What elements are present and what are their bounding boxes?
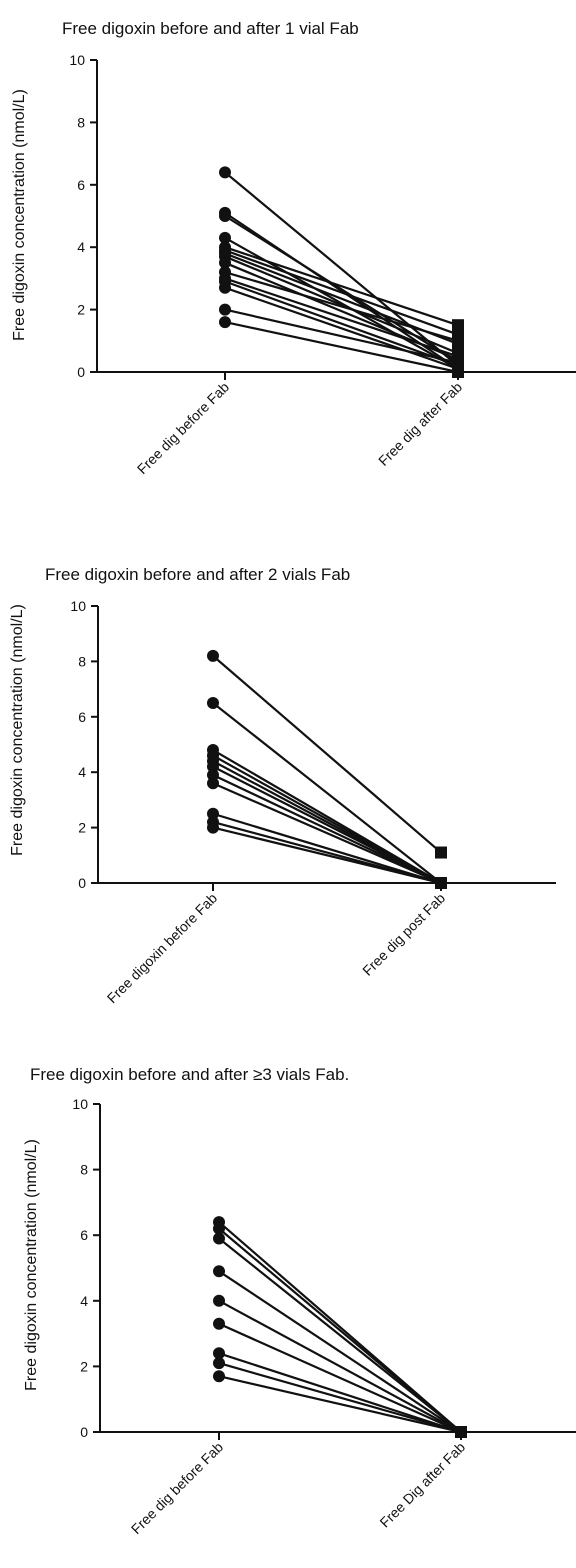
series-line	[224, 271, 459, 342]
series-line	[212, 765, 442, 884]
series-line	[224, 321, 459, 374]
series-line	[218, 1362, 462, 1434]
data-point-before	[207, 760, 219, 773]
data-point-before	[219, 256, 231, 269]
series-line	[218, 1299, 462, 1433]
series-line	[212, 812, 442, 885]
data-point-before	[207, 807, 219, 820]
series-line	[218, 1352, 462, 1434]
series-line	[224, 249, 459, 336]
series-line	[212, 773, 442, 884]
data-point-after	[435, 846, 447, 859]
data-point-before	[213, 1222, 225, 1235]
data-point-before	[213, 1265, 225, 1278]
data-point-before	[219, 316, 231, 329]
y-tick-label: 6	[78, 709, 86, 725]
series-line	[212, 655, 442, 854]
data-point-before	[207, 777, 219, 790]
series-line	[218, 1322, 462, 1434]
data-point-after	[452, 334, 464, 347]
y-tick-label: 8	[77, 114, 85, 130]
x-category-label-1a: Free dig before Fab	[134, 379, 232, 477]
data-point-before	[213, 1370, 225, 1383]
series-line	[224, 171, 459, 367]
y-ticks-3: 0 2 4 6 8 10	[72, 1096, 100, 1440]
series-line	[224, 255, 459, 355]
series-line	[218, 1375, 462, 1434]
series-line	[212, 826, 442, 885]
series-line	[218, 1270, 462, 1433]
data-point-before	[207, 696, 219, 709]
x-category-label-1b: Free dig after Fab	[375, 379, 465, 469]
data-point-before	[219, 281, 231, 294]
data-point-after	[452, 356, 464, 369]
series-line	[224, 286, 459, 370]
chart-panel-1: Free digoxin before and after 1 vial Fab…	[11, 19, 576, 477]
y-axis-label-2: Free digoxin concentration (nmol/L)	[9, 604, 26, 856]
y-tick-label: 2	[77, 302, 85, 318]
series-line	[224, 246, 459, 327]
series-lines-2	[212, 655, 442, 885]
y-tick-label: 4	[77, 239, 85, 255]
y-tick-label: 6	[80, 1227, 88, 1243]
data-point-after	[452, 319, 464, 332]
series-lines-1	[224, 171, 459, 374]
data-points-1	[219, 166, 464, 378]
y-tick-label: 2	[80, 1358, 88, 1374]
series-line	[224, 308, 459, 364]
y-tick-label: 8	[78, 653, 86, 669]
y-tick-label: 10	[70, 598, 86, 614]
y-axis-label-1: Free digoxin concentration (nmol/L)	[11, 89, 28, 341]
series-line	[218, 1237, 462, 1433]
y-tick-label: 4	[78, 764, 86, 780]
data-point-before	[219, 303, 231, 316]
series-line	[224, 280, 459, 367]
series-line	[218, 1227, 462, 1433]
y-tick-label: 0	[77, 364, 85, 380]
data-point-before	[207, 768, 219, 781]
series-line	[224, 277, 459, 358]
y-tick-label: 0	[80, 1424, 88, 1440]
data-point-before	[207, 821, 219, 834]
y-tick-label: 6	[77, 177, 85, 193]
x-category-label-3a: Free dig before Fab	[128, 1439, 226, 1537]
y-tick-label: 10	[69, 52, 85, 68]
chart-panel-3: Free digoxin before and after ≥3 vials F…	[23, 1065, 576, 1537]
series-line	[224, 236, 459, 370]
data-point-before	[213, 1317, 225, 1330]
y-tick-label: 2	[78, 820, 86, 836]
chart-title-3: Free digoxin before and after ≥3 vials F…	[30, 1065, 349, 1084]
data-point-before	[207, 649, 219, 662]
data-point-before	[213, 1357, 225, 1370]
x-category-label-2b: Free dig post Fab	[359, 890, 448, 979]
data-point-before	[219, 166, 231, 179]
y-tick-label: 0	[78, 875, 86, 891]
chart-panel-2: Free digoxin before and after 2 vials Fa…	[9, 565, 556, 1006]
data-point-before	[213, 1294, 225, 1307]
series-line	[212, 702, 442, 884]
y-tick-label: 8	[80, 1162, 88, 1178]
data-point-before	[213, 1232, 225, 1245]
data-point-before	[213, 1347, 225, 1360]
y-tick-label: 4	[80, 1293, 88, 1309]
x-category-label-3b: Free Dig after Fab	[376, 1439, 468, 1531]
x-category-label-2a: Free digoxin before Fab	[104, 890, 221, 1007]
series-lines-3	[218, 1221, 462, 1434]
y-tick-label: 10	[72, 1096, 88, 1112]
y-axis-label-3: Free digoxin concentration (nmol/L)	[23, 1139, 40, 1391]
chart-title-2: Free digoxin before and after 2 vials Fa…	[45, 565, 350, 584]
y-ticks-2: 0 2 4 6 8 10	[70, 598, 98, 891]
y-ticks-1: 0 2 4 6 8 10	[69, 52, 97, 380]
data-point-before	[219, 231, 231, 244]
series-line	[212, 782, 442, 885]
chart-title-1: Free digoxin before and after 1 vial Fab	[62, 19, 359, 38]
data-point-before	[219, 210, 231, 222]
